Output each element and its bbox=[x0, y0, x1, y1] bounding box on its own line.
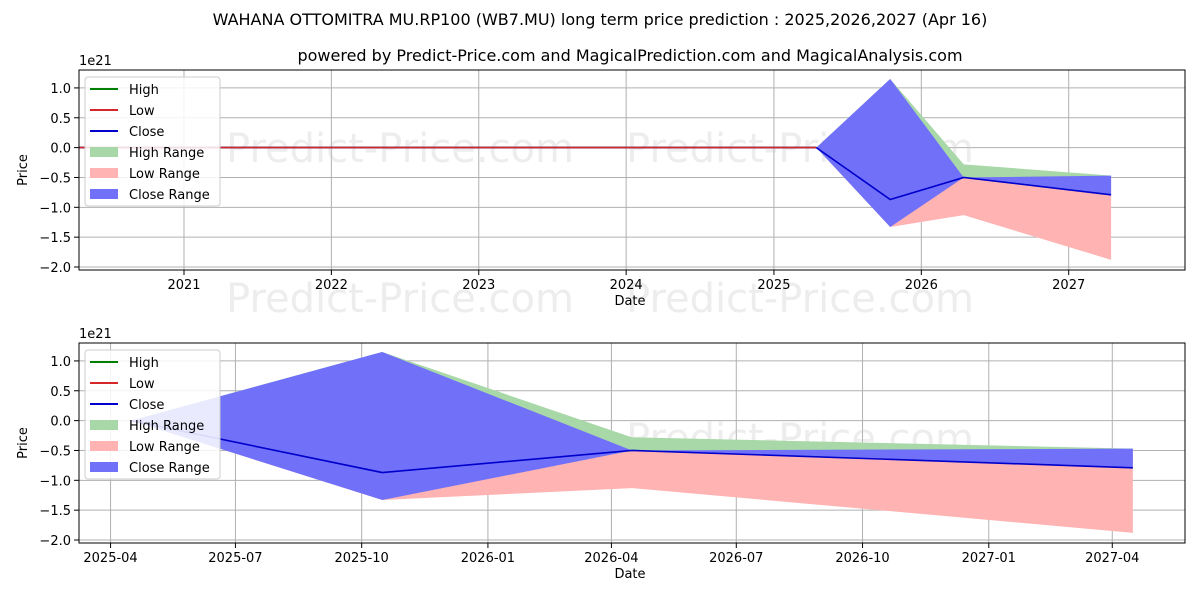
y-tick-label: −0.5 bbox=[39, 444, 71, 459]
x-tick-label: 2025 bbox=[757, 278, 790, 293]
x-tick-label: 2025-07 bbox=[208, 551, 262, 566]
y-tick-label: 0.0 bbox=[50, 142, 71, 157]
y-exponent-label: 1e21 bbox=[79, 327, 112, 342]
y-tick-label: −1.5 bbox=[39, 504, 71, 519]
x-tick-label: 2026-10 bbox=[835, 551, 889, 566]
legend-label: High Range bbox=[129, 419, 204, 434]
x-tick-label: 2023 bbox=[462, 278, 495, 293]
x-tick-label: 2027-04 bbox=[1085, 551, 1139, 566]
legend-swatch bbox=[90, 420, 118, 430]
chart-panel-1: Predict-Price.com Predict-Price.com Predic… bbox=[16, 54, 1186, 322]
plot-frame bbox=[78, 69, 1186, 271]
watermark-text: Predict-Price.com bbox=[226, 276, 574, 322]
chart-subtitle: powered by Predict-Price.com and Magical… bbox=[297, 46, 962, 65]
low-range-area bbox=[816, 147, 1112, 260]
y-axis-label: Price bbox=[16, 154, 31, 186]
x-tick-label: 2027 bbox=[1052, 278, 1085, 293]
y-tick-label: −0.5 bbox=[39, 171, 71, 186]
legend-box bbox=[84, 76, 221, 207]
x-tick-label: 2026 bbox=[905, 278, 938, 293]
x-tick-label: 2022 bbox=[315, 278, 348, 293]
y-tick-label: 1.0 bbox=[50, 355, 71, 370]
y-exponent-label: 1e21 bbox=[79, 54, 112, 69]
y-tick-label: 0.5 bbox=[50, 385, 71, 400]
y-tick-label: −1.0 bbox=[39, 474, 71, 489]
legend-label: Low Range bbox=[129, 167, 200, 182]
close-range-area bbox=[131, 351, 1133, 501]
legend-box bbox=[84, 349, 221, 480]
x-tick-label: 2025-04 bbox=[83, 551, 137, 566]
chart-panel-2: Predict-Price.comPredict-Price.com2025-0… bbox=[16, 327, 1186, 582]
close-range-area bbox=[816, 78, 1112, 228]
x-axis-label: Date bbox=[614, 567, 645, 582]
close-line bbox=[815, 146, 1112, 201]
legend-label: High bbox=[129, 83, 159, 98]
legend-label: Low bbox=[129, 377, 155, 392]
legend-label: Close Range bbox=[129, 461, 210, 476]
legend-swatch bbox=[90, 147, 118, 157]
legend-swatch bbox=[90, 462, 118, 472]
legend-swatch bbox=[90, 168, 118, 178]
legend-label: Close bbox=[129, 398, 164, 413]
chart-title: WAHANA OTTOMITRA MU.RP100 (WB7.MU) long … bbox=[213, 10, 988, 29]
legend-swatch bbox=[90, 441, 118, 451]
y-tick-label: 0.5 bbox=[50, 112, 71, 127]
legend-label: High Range bbox=[129, 146, 204, 161]
legend-label: Close Range bbox=[129, 188, 210, 203]
x-tick-label: 2026-04 bbox=[584, 551, 638, 566]
watermark-text: Predict-Price.com bbox=[626, 276, 974, 322]
y-tick-label: −2.0 bbox=[39, 534, 71, 549]
legend-swatch bbox=[90, 189, 118, 199]
x-axis-label: Date bbox=[614, 294, 645, 309]
watermark-text: Predict-Price.com bbox=[226, 126, 574, 172]
close-line bbox=[130, 419, 1133, 474]
x-tick-label: 2026-07 bbox=[709, 551, 763, 566]
low-range-area bbox=[131, 420, 1133, 533]
x-tick-label: 2021 bbox=[167, 278, 200, 293]
x-tick-label: 2026-01 bbox=[461, 551, 515, 566]
y-tick-label: 1.0 bbox=[50, 82, 71, 97]
x-tick-label: 2027-01 bbox=[962, 551, 1016, 566]
legend-label: High bbox=[129, 356, 159, 371]
legend-label: Low Range bbox=[129, 440, 200, 455]
y-tick-label: −1.5 bbox=[39, 231, 71, 246]
legend-label: Close bbox=[129, 125, 164, 140]
y-axis-label: Price bbox=[16, 427, 31, 459]
x-tick-label: 2024 bbox=[610, 278, 643, 293]
y-tick-label: −1.0 bbox=[39, 201, 71, 216]
y-tick-label: 0.0 bbox=[50, 415, 71, 430]
legend-label: Low bbox=[129, 104, 155, 119]
y-tick-label: −2.0 bbox=[39, 261, 71, 276]
x-tick-label: 2025-10 bbox=[335, 551, 389, 566]
plot-frame bbox=[78, 342, 1186, 544]
